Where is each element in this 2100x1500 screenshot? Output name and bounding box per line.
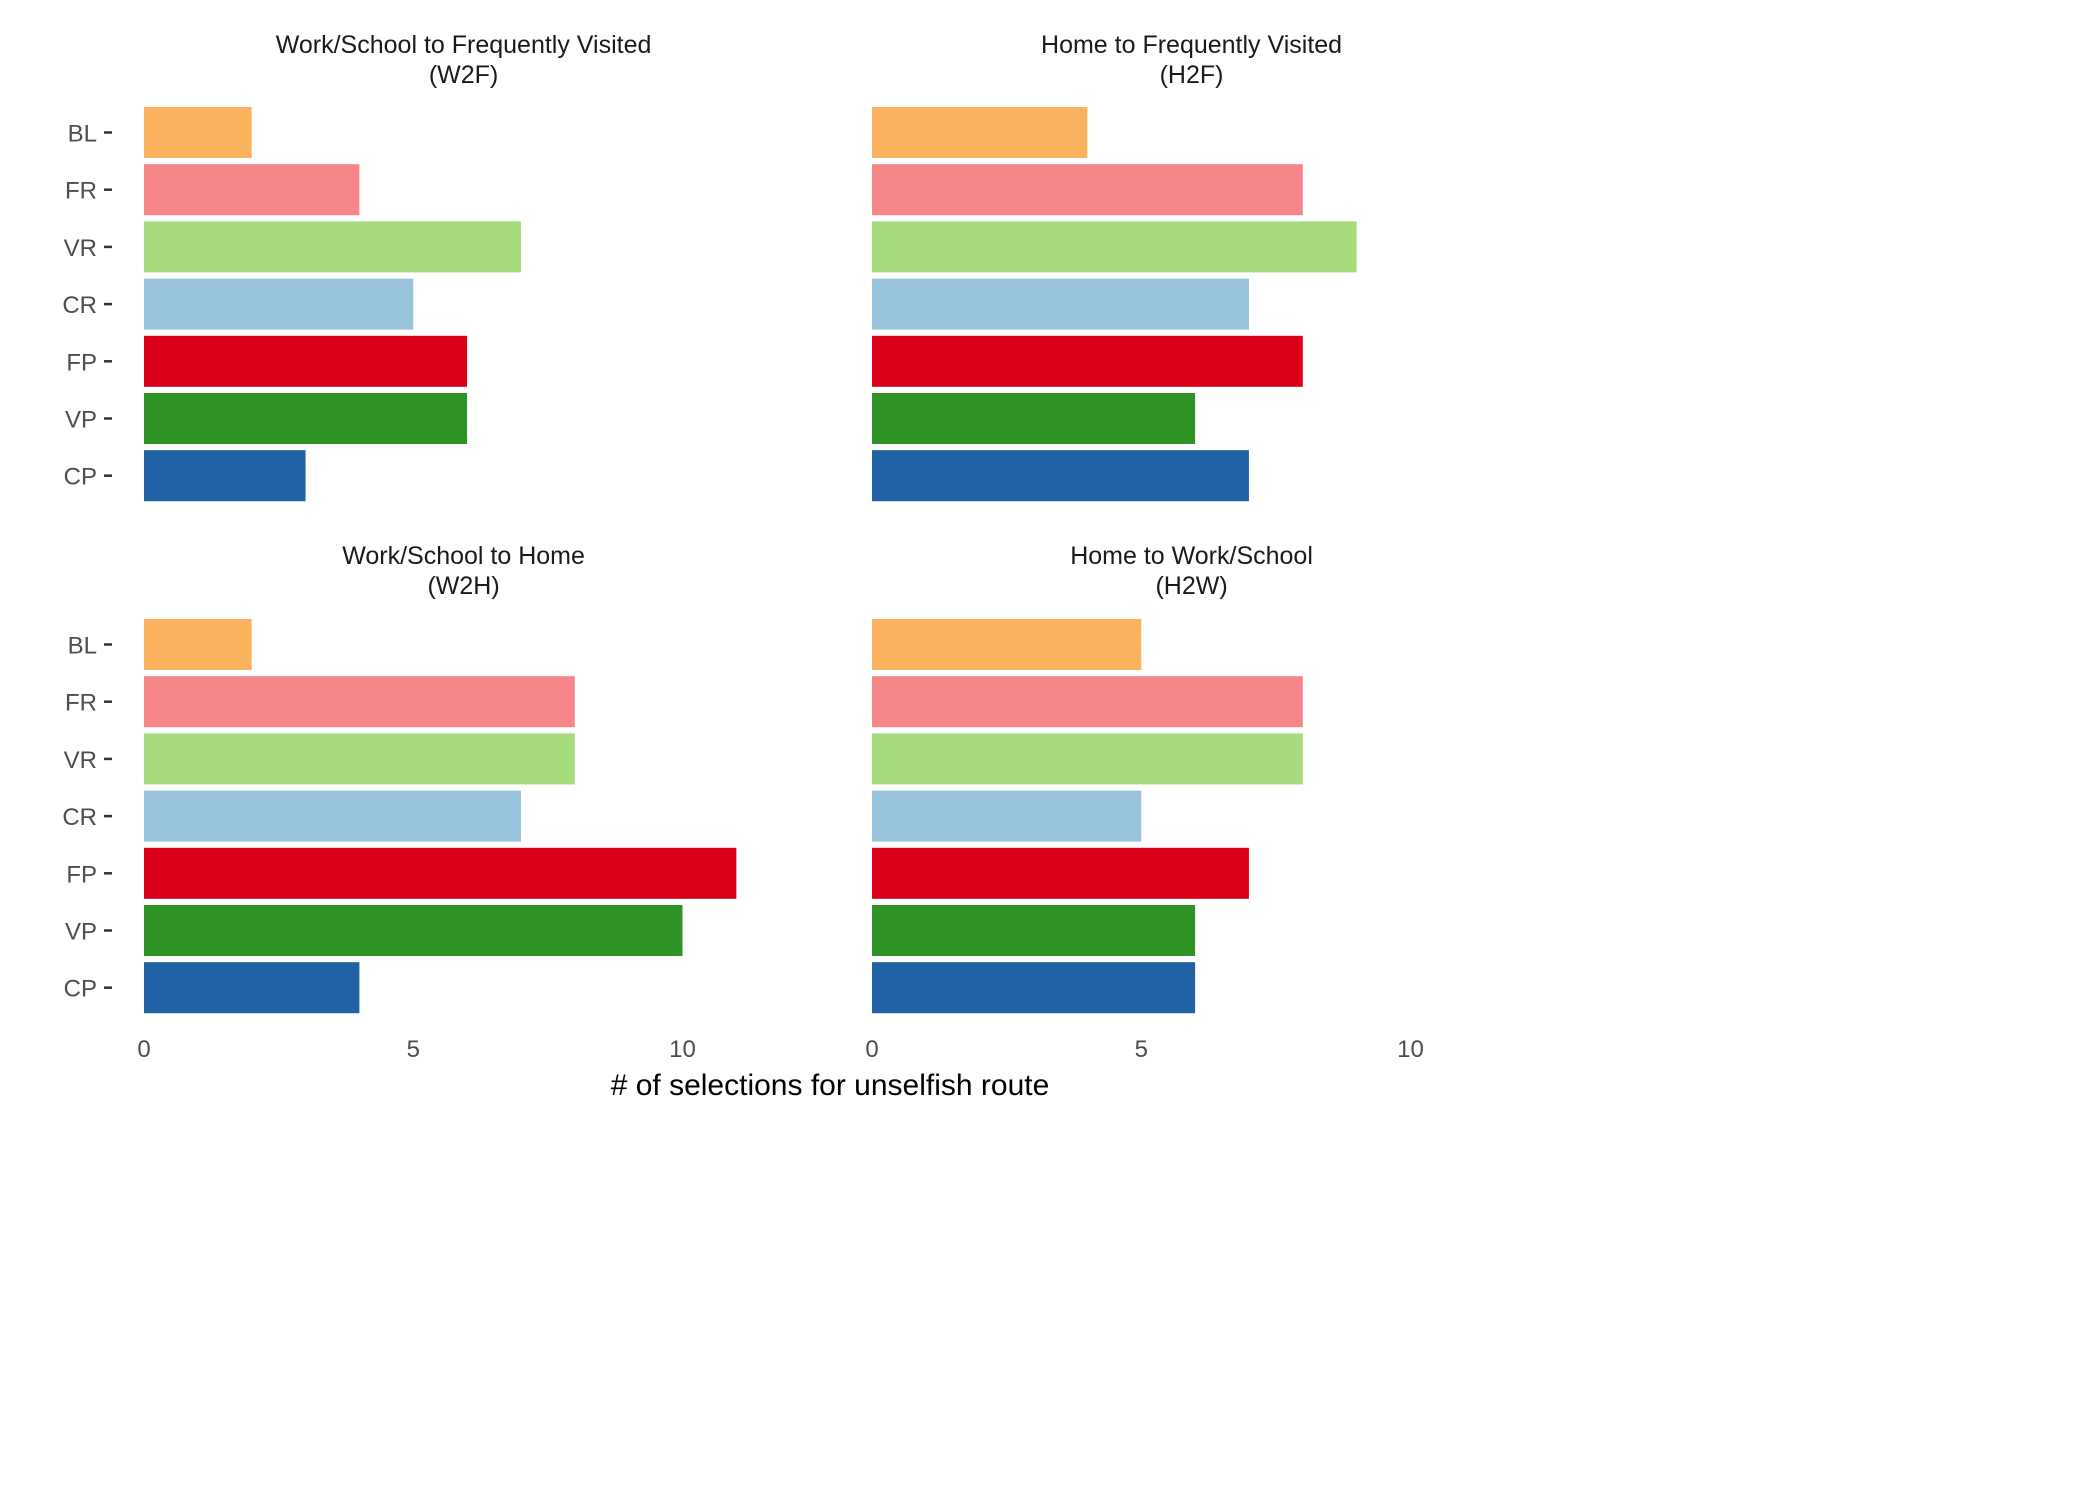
x-axis-title: # of selections for unselfish route [611, 1069, 1050, 1102]
bar-bl [144, 107, 252, 158]
x-tick-label: 5 [407, 1036, 420, 1063]
y-tick-label: VP [65, 407, 97, 434]
bar-vr [872, 733, 1303, 785]
y-tick-label: VR [64, 235, 97, 262]
bar-vr [872, 221, 1357, 273]
bar-bl [872, 619, 1142, 670]
bar-bl [144, 619, 252, 670]
bar-fr [872, 164, 1303, 216]
bar-bl [872, 107, 1088, 158]
bar-fp [872, 335, 1303, 387]
facet-panel-1: Work/School to Frequently Visited(W2F) BL… [62, 31, 652, 502]
faceted-bar-chart: Work/School to Frequently Visited(W2F) BL… [62, 31, 1424, 1102]
bar-cp [872, 962, 1196, 1014]
bar-vp [872, 393, 1196, 444]
x-tick-label: 5 [1135, 1036, 1148, 1063]
bar-vr [144, 221, 521, 273]
panel-subtitle: (H2F) [1160, 61, 1224, 89]
bar-fr [872, 676, 1303, 728]
bar-cp [144, 450, 306, 502]
facet-panel-2: Home to Frequently Visited(H2F) [872, 31, 1357, 502]
facet-panel-4: Home to Work/School(H2W) 0 5 10 [865, 542, 1424, 1063]
panel-subtitle: (W2H) [427, 572, 499, 600]
y-tick-label: BL [68, 633, 97, 660]
y-tick-label: FR [65, 178, 97, 205]
y-tick-label: CR [62, 292, 97, 319]
panel-subtitle: (H2W) [1155, 572, 1227, 600]
bar-fr [144, 164, 360, 216]
panel-title: Home to Frequently Visited [1041, 31, 1342, 59]
bar-cr [144, 790, 521, 842]
y-tick-label: VP [65, 919, 97, 946]
facet-panel-3: Work/School to Home(W2H) BL FR VR CR FP VP CP 0 5… [62, 542, 737, 1063]
y-tick-label: FP [66, 349, 97, 376]
y-tick-label: CP [64, 976, 97, 1003]
bar-fp [144, 847, 737, 899]
bar-cp [144, 962, 360, 1014]
panel-title: Work/School to Home [342, 542, 585, 570]
bar-vp [144, 905, 683, 956]
y-tick-label: FP [66, 861, 97, 888]
y-tick-label: VR [64, 747, 97, 774]
chart-panels: Work/School to Frequently Visited(W2F) BL… [62, 31, 1424, 1063]
bar-cr [872, 790, 1142, 842]
bar-cp [872, 450, 1249, 502]
bar-vr [144, 733, 575, 785]
bar-vp [872, 905, 1196, 956]
x-tick-label: 0 [865, 1036, 878, 1063]
y-tick-label: CR [62, 804, 97, 831]
bar-fp [144, 335, 468, 387]
x-tick-label: 0 [137, 1036, 150, 1063]
bar-fr [144, 676, 575, 728]
x-tick-label: 10 [1397, 1036, 1424, 1063]
y-tick-label: FR [65, 690, 97, 717]
panel-title: Work/School to Frequently Visited [276, 31, 652, 59]
y-tick-label: BL [68, 121, 97, 148]
bar-vp [144, 393, 468, 444]
panel-title: Home to Work/School [1070, 542, 1313, 570]
bar-fp [872, 847, 1249, 899]
x-tick-label: 10 [669, 1036, 696, 1063]
y-tick-label: CP [64, 464, 97, 491]
bar-cr [144, 278, 414, 330]
bar-cr [872, 278, 1249, 330]
panel-subtitle: (W2F) [429, 61, 498, 89]
